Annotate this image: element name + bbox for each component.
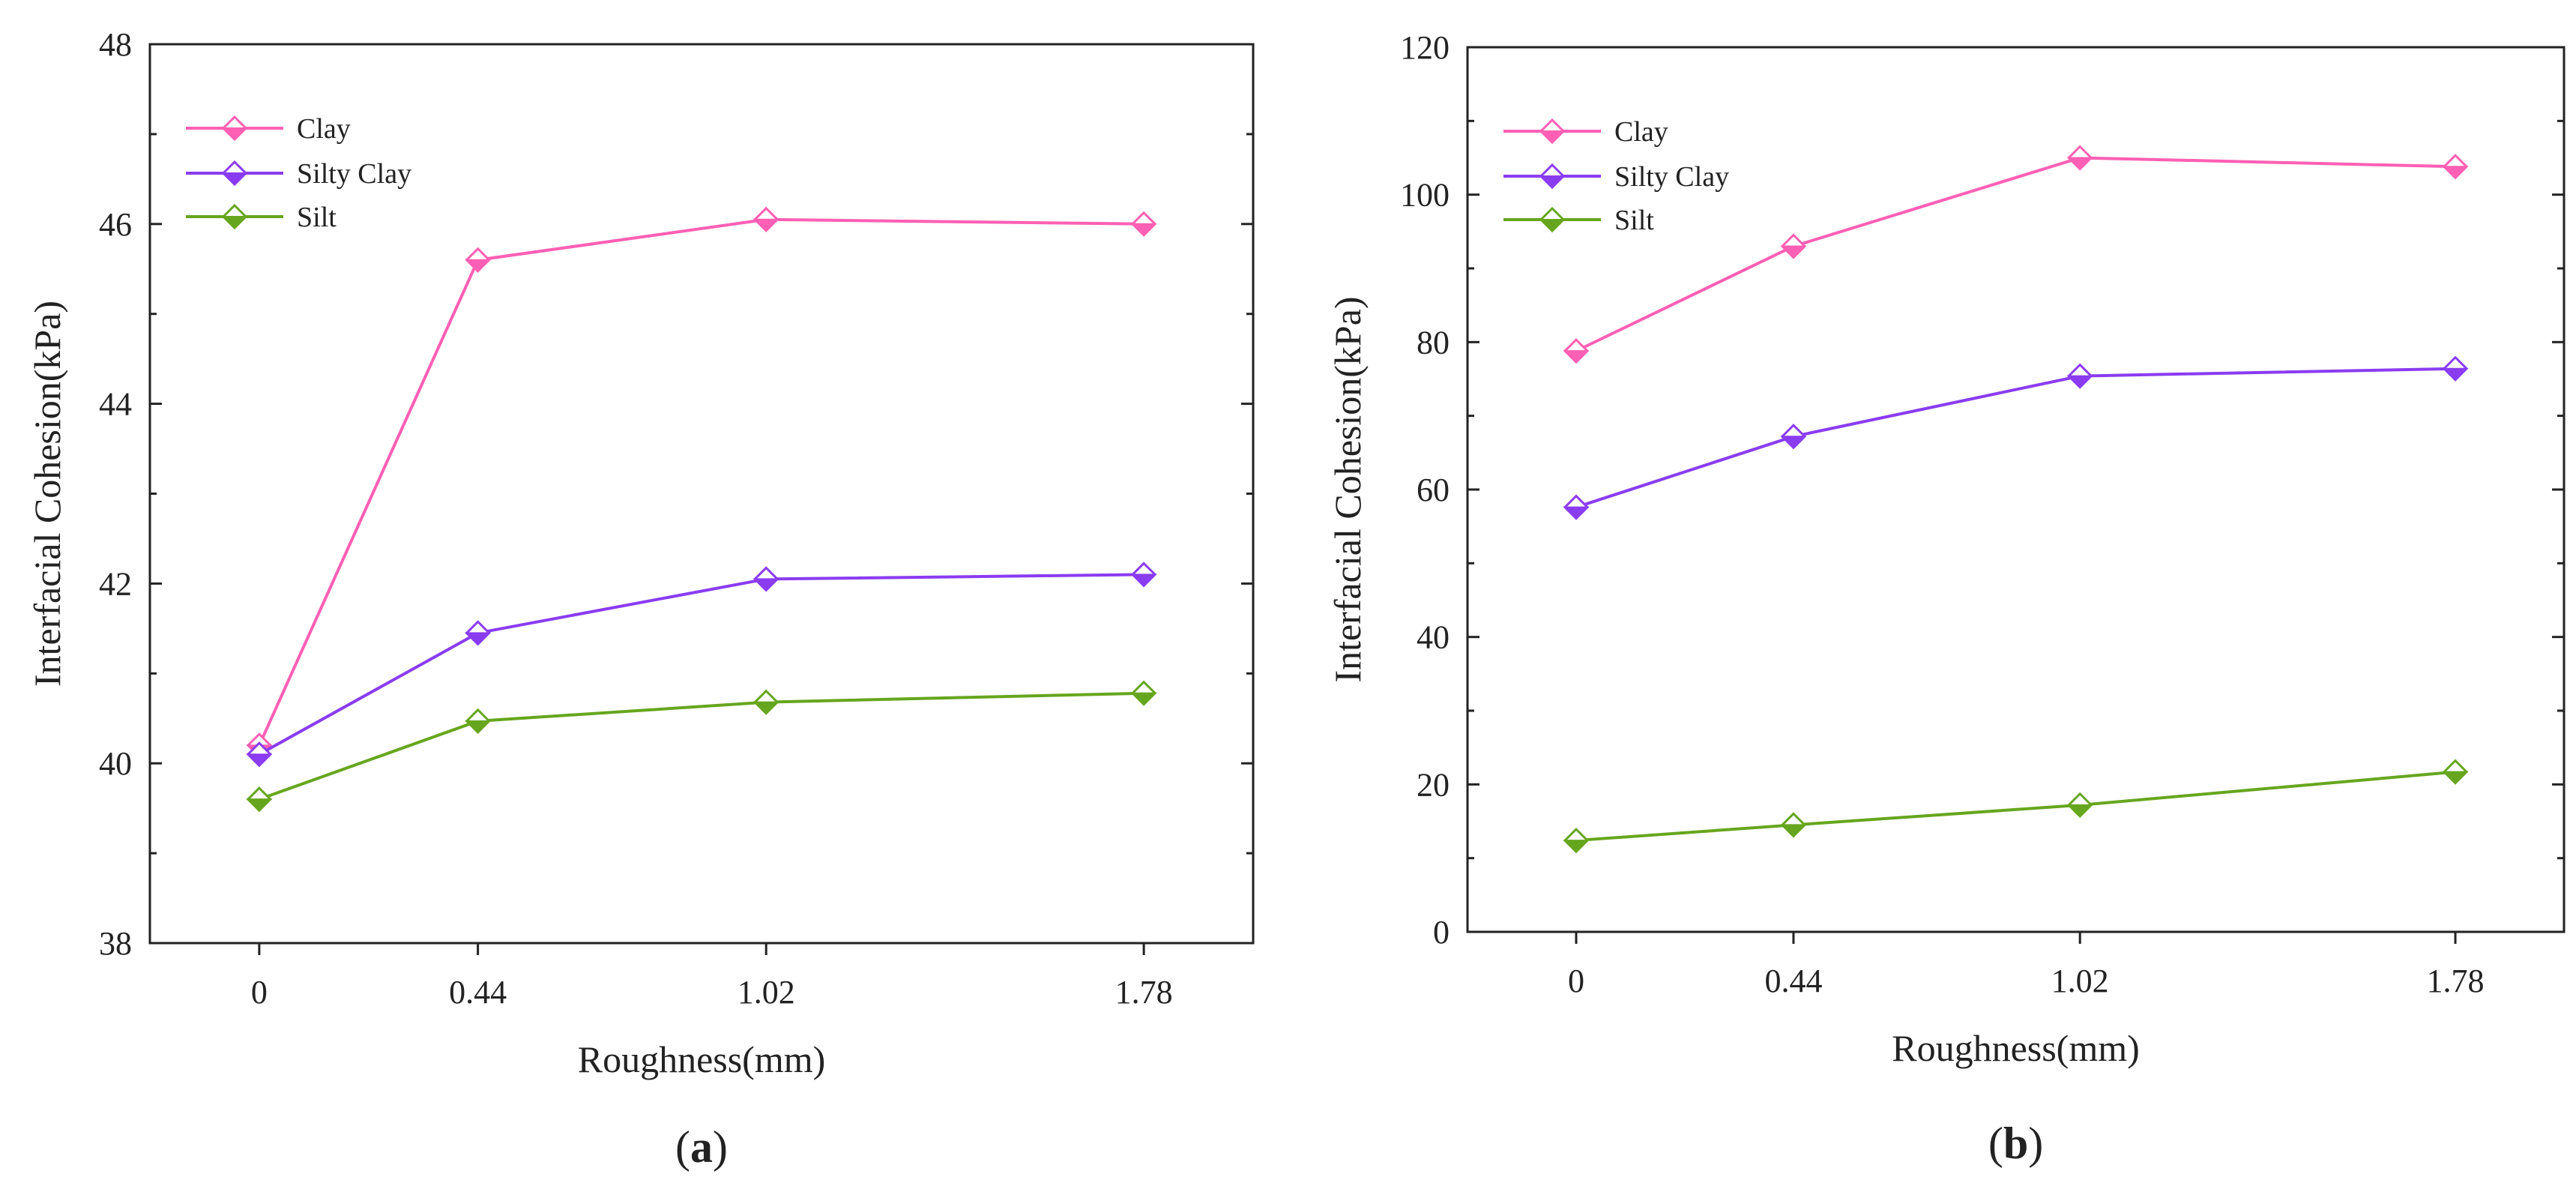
x-tick-label: 1.78 [1115,974,1173,1011]
legend-label: Clay [1614,116,1668,148]
data-point-clay [465,247,492,273]
panel-letter: a [690,1122,713,1172]
chart-panel-a: 38 40 42 44 46 48 0 0.44 1.02 1.78 Roughness(mm) In… [26,26,1255,1172]
y-tick-label: 20 [1417,766,1450,803]
data-point-silt [1563,827,1590,854]
legend-marker-fill [221,172,248,186]
y-tick-label: 120 [1400,29,1450,66]
y-tick-label: 48 [99,26,132,63]
data-point-silt [246,786,273,813]
marker-fill [2066,375,2093,388]
marker-fill [2442,367,2469,382]
y-tick-label: 44 [99,386,132,423]
series-line-clay [1575,156,2456,352]
marker-fill [752,701,779,715]
y-tick-label: 0 [1433,914,1450,951]
marker-fill [246,753,273,767]
legend-label: Silt [297,202,337,233]
marker-fill [2066,157,2093,170]
marker-fill [752,578,779,592]
marker-fill [1130,692,1157,706]
data-point-clay [2442,154,2469,180]
data-point-silty-clay [465,620,492,646]
y-axis-title: Interfacial Cohesion(kPa) [26,301,68,687]
data-point-silt [2066,792,2093,818]
x-axis-title: Roughness(mm) [1892,1027,2140,1069]
legend-label: Silty Clay [1614,161,1729,193]
data-point-clay [1130,211,1157,237]
data-point-silt [1780,812,1807,838]
legend-label: Silty Clay [297,158,411,190]
marker-fill [1780,436,1807,449]
data-point-silty-clay [1130,562,1157,588]
data-point-silty-clay [752,566,779,592]
series-line-silty-clay [1575,367,2456,509]
panel-label: (a) [675,1122,728,1172]
marker-fill [246,798,273,812]
series-line-silt [259,691,1144,801]
y-tick-label: 60 [1417,472,1450,508]
y-axis-title: Interfacial Cohesion(kPa) [1327,296,1369,682]
data-point-clay [752,206,779,232]
legend-marker-fill [1539,219,1566,232]
x-tick-label: 1.02 [2051,963,2109,999]
legend-label: Silt [1614,205,1654,236]
data-point-silt [465,708,492,734]
data-point-silty-clay [2066,363,2093,389]
marker-fill [1563,840,1590,853]
chart-panel-b: 0 20 40 60 80 100 120 0 0.44 1.02 1.78 Roughness(mm… [1327,29,2566,1168]
data-point-silty-clay [1780,424,1807,450]
marker-fill [1130,574,1157,587]
legend-marker-fill [1539,175,1566,189]
marker-fill [2442,166,2469,179]
marker-fill [752,218,779,232]
y-tick-label: 38 [99,925,132,962]
marker-fill [465,632,492,645]
panel-letter: b [2003,1119,2028,1168]
data-point-clay [2066,145,2093,171]
marker-fill [465,720,492,734]
legend-marker-fill [221,127,248,141]
data-point-silty-clay [246,741,273,768]
x-tick-label: 0.44 [1764,963,1822,999]
data-point-silt [2442,759,2469,785]
data-point-clay [1780,233,1807,259]
data-point-silt [752,689,779,715]
series-line-clay [258,217,1144,747]
x-tick-label: 0.44 [449,974,507,1011]
legend-marker-fill [221,216,248,229]
y-tick-label: 40 [1417,619,1450,656]
y-tick-label: 42 [99,565,132,602]
y-tick-label: 40 [99,745,132,782]
marker-fill [1780,245,1807,259]
marker-fill [465,259,492,273]
y-tick-label: 46 [99,206,132,243]
x-tick-label: 1.78 [2427,963,2485,999]
marker-fill [1563,350,1590,364]
series-line-silty-clay [258,573,1144,756]
marker-fill [2442,771,2469,785]
x-tick-label: 1.02 [737,974,795,1011]
series-line-silt [1575,770,2456,843]
data-point-silty-clay [2442,355,2469,382]
marker-fill [1563,506,1590,520]
marker-fill [2066,804,2093,818]
data-point-silt [1130,680,1157,706]
data-point-silty-clay [1563,494,1590,520]
y-tick-label: 100 [1400,177,1450,214]
data-point-clay [1563,338,1590,364]
marker-fill [1130,223,1157,237]
legend-marker-fill [1539,130,1566,144]
y-tick-label: 80 [1417,324,1450,361]
x-tick-label: 0 [251,974,268,1011]
x-tick-label: 0 [1568,963,1584,999]
x-axis-title: Roughness(mm) [578,1038,826,1080]
panel-label: (b) [1988,1119,2043,1168]
legend-label: Clay [297,113,351,145]
marker-fill [1780,824,1807,837]
